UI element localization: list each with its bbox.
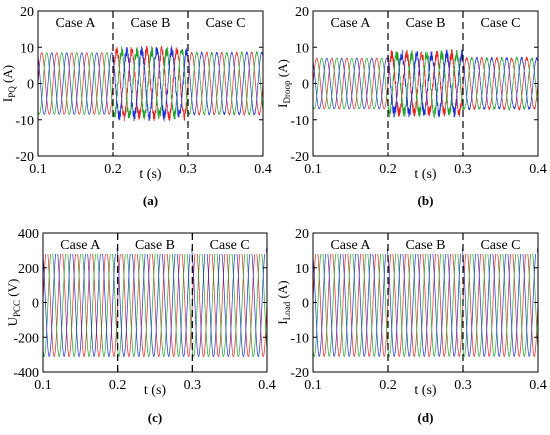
y-tick-label: 0 [32,297,39,312]
y-tick-label: -400 [13,366,39,381]
x-tick-label: 0.1 [304,162,322,177]
x-tick-label: 0.2 [109,378,127,393]
x-tick-label: 0.3 [184,378,202,393]
x-tick-label: 0.1 [34,378,52,393]
case-label: Case A [330,238,371,253]
x-tick-label: 0.3 [454,378,472,393]
panel-caption: (a) [143,193,158,208]
case-label-background [193,234,266,254]
y-tick-label: 200 [18,262,39,277]
case-label: Case C [205,16,245,31]
case-label: Case C [480,16,520,31]
y-tick-label: -20 [15,150,34,165]
case-label: Case B [405,16,445,31]
series-phase-a [313,248,538,357]
case-label: Case B [405,238,445,253]
y-axis-label: IDroop (A) [275,59,292,108]
waveform-group [313,49,538,118]
x-axis-label: t (s) [414,167,437,182]
panel-caption: (b) [418,193,434,208]
series-phase-a [43,248,267,357]
x-tick-label: 0.2 [379,162,397,177]
series-phase-c [313,248,538,357]
y-tick-label: -10 [290,114,309,129]
y-axis-label: UPCC (V) [5,279,22,327]
y-tick-label: -20 [290,150,309,165]
y-tick-label: 0 [27,78,34,93]
case-label: Case C [480,238,520,253]
case-label: Case C [210,238,250,253]
case-label: Case A [60,238,101,253]
waveform-group [38,45,263,122]
x-tick-label: 0.4 [258,378,276,393]
series-phase-a [313,49,538,117]
case-label-background [464,234,537,254]
x-tick-label: 0.4 [529,378,547,393]
panel-caption: (d) [418,410,434,425]
x-tick-label: 0.2 [379,378,397,393]
case-label-background [464,12,537,32]
y-tick-label: 0 [302,78,309,93]
case-label: Case B [135,238,175,253]
y-axis-label: IPQ (A) [0,65,17,102]
case-label-background [389,12,462,32]
y-tick-label: -10 [15,114,34,129]
series-phase-c [38,45,263,122]
case-label-background [118,234,192,254]
x-axis-label: t (s) [139,167,162,182]
case-label-background [389,234,462,254]
waveform-group [313,248,538,357]
x-tick-label: 0.4 [529,162,547,177]
x-tick-label: 0.3 [454,162,472,177]
series-phase-b [43,248,267,357]
x-tick-label: 0.2 [104,162,122,177]
case-label-background [314,12,387,32]
y-tick-label: 10 [20,41,34,56]
x-tick-label: 0.1 [29,162,47,177]
y-tick-label: 400 [18,227,39,242]
y-tick-label: 20 [20,5,34,20]
y-tick-label: -10 [290,331,309,346]
x-axis-label: t (s) [414,383,437,398]
case-label: Case A [55,16,96,31]
chart-panel: 0.1 0.2 0.3 0.4 20 10 0 -10 -20 Case A Case B Case … [275,227,547,425]
series-phase-b [313,49,538,118]
waveform-group [43,248,267,357]
case-label: Case A [330,16,371,31]
case-label-background [314,234,387,254]
case-label-background [189,12,262,32]
y-tick-label: 10 [295,262,309,277]
y-tick-label: 20 [295,227,309,242]
x-axis-label: t (s) [144,383,167,398]
case-label-background [114,12,187,32]
case-label-background [39,12,112,32]
y-tick-label: 10 [295,41,309,56]
y-tick-label: 0 [302,297,309,312]
y-tick-label: 20 [295,5,309,20]
series-phase-c [43,248,267,357]
series-phase-c [313,49,538,118]
series-phase-b [38,45,263,120]
chart-panel: 0.1 0.2 0.3 0.4 20 10 0 -10 -20 Case A Case B Case … [275,5,547,208]
series-phase-b [313,248,538,357]
y-tick-label: -200 [13,331,39,346]
x-tick-label: 0.4 [254,162,272,177]
x-tick-label: 0.1 [304,378,322,393]
y-axis-label: ILoad (A) [275,280,292,324]
chart-panel: 0.1 0.2 0.3 0.4 20 10 0 -10 -20 Case A Case B Case … [0,5,272,208]
y-tick-label: -20 [290,366,309,381]
case-label: Case B [130,16,170,31]
chart-panel: 0.1 0.2 0.3 0.4 400 200 0 -200 -400 Case A Case B C… [5,227,276,425]
panel-caption: (c) [148,410,162,425]
x-tick-label: 0.3 [179,162,197,177]
series-phase-a [38,45,263,122]
case-label-background [44,234,117,254]
